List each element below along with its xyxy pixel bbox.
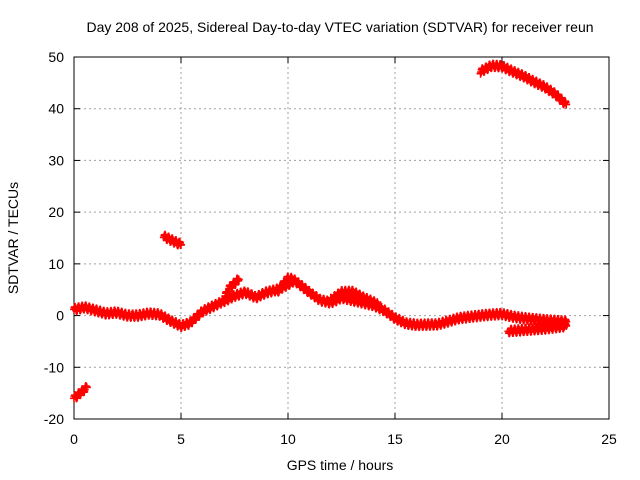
x-tick-label: 5: [177, 431, 185, 447]
y-tick-label: 50: [48, 49, 64, 65]
data-point: [234, 275, 243, 284]
data-point: [562, 100, 571, 109]
chart-title: Day 208 of 2025, Sidereal Day-to-day VTE…: [86, 19, 593, 35]
data-point: [82, 383, 91, 392]
x-tick-label: 15: [387, 431, 403, 447]
axis-ticks: 0 5 10 15 20 25 -20 -10 0 10 20 30 40 50: [44, 49, 617, 447]
grid-lines: [74, 57, 609, 419]
y-tick-label: 20: [48, 204, 64, 220]
y-tick-label: 0: [56, 308, 64, 324]
x-tick-label: 25: [601, 431, 617, 447]
y-tick-label: 10: [48, 256, 64, 272]
x-tick-label: 0: [70, 431, 78, 447]
data-points: [70, 59, 571, 403]
data-point: [373, 300, 382, 309]
data-point: [562, 321, 571, 330]
y-tick-label: 40: [48, 101, 64, 117]
x-axis-label: GPS time / hours: [287, 457, 394, 473]
y-tick-label: 30: [48, 152, 64, 168]
y-tick-label: -10: [44, 359, 64, 375]
y-tick-label: -20: [44, 411, 64, 427]
data-point: [177, 240, 185, 249]
x-tick-label: 10: [280, 431, 296, 447]
data-point: [288, 275, 297, 284]
y-axis-label: SDTVAR / TECUs: [5, 182, 21, 294]
plot-frame: [73, 56, 610, 420]
x-tick-label: 20: [494, 431, 510, 447]
